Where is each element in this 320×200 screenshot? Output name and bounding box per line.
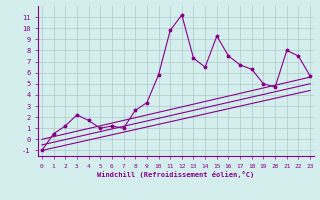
X-axis label: Windchill (Refroidissement éolien,°C): Windchill (Refroidissement éolien,°C) xyxy=(97,171,255,178)
